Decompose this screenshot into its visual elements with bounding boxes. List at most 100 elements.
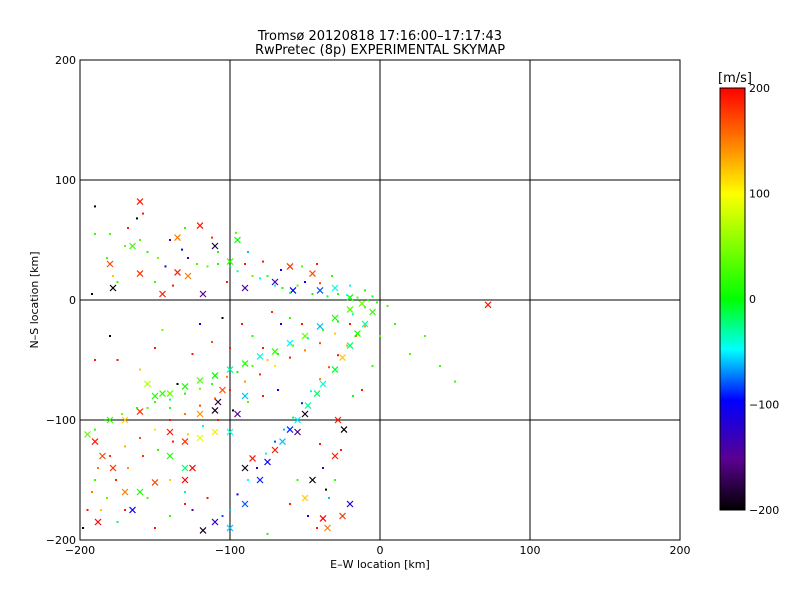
data-point-dot xyxy=(124,445,126,448)
data-point-dot xyxy=(316,527,318,529)
data-point-dot xyxy=(229,389,231,391)
data-point-x xyxy=(286,262,294,270)
data-point-dot xyxy=(283,428,285,431)
data-point-dot xyxy=(349,323,351,325)
data-point-dot xyxy=(274,365,276,367)
data-point-x xyxy=(294,416,301,424)
data-point-dot xyxy=(301,402,303,405)
data-point-x xyxy=(136,488,144,496)
data-point-x xyxy=(106,260,114,268)
data-point-x xyxy=(136,408,144,416)
data-point-dot xyxy=(277,389,279,391)
data-point-dot xyxy=(146,407,149,409)
data-point-x xyxy=(331,366,339,374)
data-point-dot xyxy=(146,497,149,499)
data-point-dot xyxy=(172,284,174,287)
data-point-dot xyxy=(247,479,249,481)
data-point-x xyxy=(106,416,114,424)
data-point-dot xyxy=(274,284,276,287)
data-point-x xyxy=(166,428,174,436)
data-point-dot xyxy=(94,428,96,431)
data-point-x xyxy=(301,494,309,502)
data-point-dot xyxy=(97,467,99,469)
data-point-x xyxy=(358,300,366,308)
data-point-dot xyxy=(266,359,269,361)
data-point-x xyxy=(189,464,196,472)
data-point-x xyxy=(234,410,241,418)
data-point-dot xyxy=(292,344,294,347)
data-point-x xyxy=(211,242,219,250)
data-point-dot xyxy=(394,323,396,325)
data-point-x xyxy=(211,406,219,414)
data-point-dot xyxy=(346,344,348,347)
data-point-dot xyxy=(196,263,198,265)
colorbar-tick-label: −100 xyxy=(749,399,779,412)
data-point-x xyxy=(91,438,99,446)
data-point-dot xyxy=(154,428,156,431)
data-point-x xyxy=(181,382,189,390)
data-point-dot xyxy=(187,257,189,259)
data-point-dot xyxy=(310,390,312,393)
data-point-dot xyxy=(424,335,426,337)
colorbar-tick-label: −200 xyxy=(749,504,779,517)
data-point-dot xyxy=(100,509,102,511)
data-point-x xyxy=(331,314,339,322)
data-point-x xyxy=(234,236,241,244)
data-point-x xyxy=(84,430,91,438)
data-point-dot xyxy=(349,284,351,287)
data-point-dot xyxy=(104,419,107,421)
data-point-x xyxy=(301,410,309,418)
data-point-dot xyxy=(289,503,291,505)
data-point-dot xyxy=(169,515,171,517)
data-point-dot xyxy=(346,294,348,297)
data-point-x xyxy=(316,322,324,330)
data-point-x xyxy=(241,284,249,292)
data-point-dot xyxy=(301,323,303,325)
data-point-dot xyxy=(142,212,144,215)
data-point-dot xyxy=(262,260,264,263)
data-point-x xyxy=(226,258,234,266)
data-point-x xyxy=(484,301,492,309)
data-point-dot xyxy=(157,257,159,259)
data-point-dot xyxy=(322,467,324,469)
data-point-dot xyxy=(289,291,291,294)
data-point-dot xyxy=(229,265,231,268)
x-tick-label: 200 xyxy=(670,544,691,557)
data-point-dot xyxy=(319,342,321,345)
data-point-x xyxy=(264,458,271,466)
data-point-dot xyxy=(292,416,294,419)
data-point-dot xyxy=(91,293,93,295)
data-point-x xyxy=(256,476,264,484)
x-tick-label: −100 xyxy=(215,544,245,557)
data-point-dot xyxy=(169,419,171,421)
data-point-x xyxy=(319,514,327,522)
data-point-dot xyxy=(262,347,264,349)
data-point-dot xyxy=(371,365,374,367)
data-point-x xyxy=(181,476,189,484)
data-point-x xyxy=(174,268,181,276)
data-point-dot xyxy=(364,289,366,292)
data-point-dot xyxy=(124,245,126,247)
data-point-dot xyxy=(247,251,249,253)
data-point-x xyxy=(309,476,316,484)
data-point-dot xyxy=(325,488,327,491)
data-point-dot xyxy=(409,353,411,355)
data-point-dot xyxy=(251,335,254,337)
data-point-dot xyxy=(116,359,119,361)
colorbar-tick-label: 200 xyxy=(749,82,770,95)
data-point-x xyxy=(144,380,151,388)
data-point-dot xyxy=(352,313,354,316)
data-point-dot xyxy=(262,395,264,397)
data-point-dot xyxy=(86,509,89,511)
data-point-dot xyxy=(289,317,291,319)
data-point-x xyxy=(199,290,207,298)
data-point-dot xyxy=(94,233,96,235)
data-point-dot xyxy=(146,251,149,253)
x-tick-labels: −200 −100 0 100 200 xyxy=(65,544,691,557)
data-point-x xyxy=(226,428,234,436)
data-point-dot xyxy=(244,263,246,265)
data-point-dot xyxy=(301,265,303,268)
data-point-dot xyxy=(265,452,267,455)
data-point-dot xyxy=(259,277,261,280)
data-point-dot xyxy=(116,521,119,523)
